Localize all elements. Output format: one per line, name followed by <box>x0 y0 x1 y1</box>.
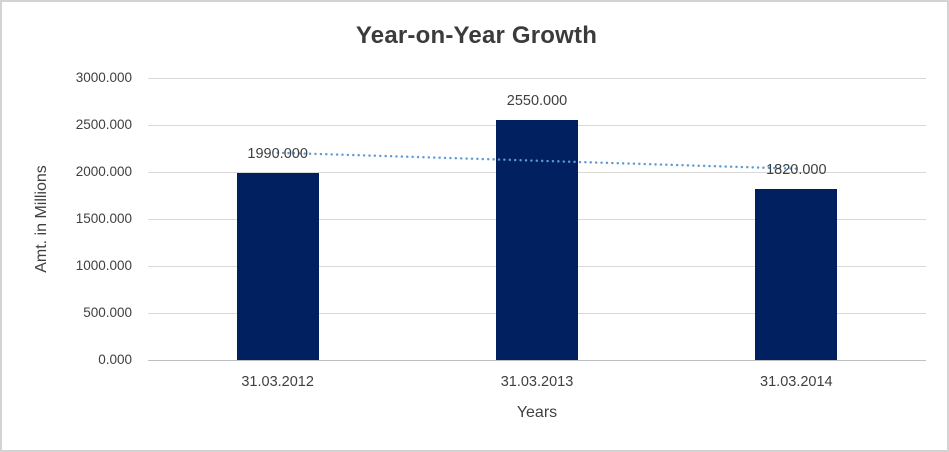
x-axis-line <box>148 359 926 361</box>
y-tick-label: 2500.000 <box>75 117 132 132</box>
bar <box>236 172 319 360</box>
bar-value-label: 1820.000 <box>766 161 827 178</box>
bar-value-label: 1990.000 <box>247 145 308 162</box>
y-tick-label: 3000.000 <box>75 70 132 85</box>
gridline <box>148 77 926 79</box>
chart-title: Year-on-Year Growth <box>355 22 598 49</box>
y-tick-label: 500.000 <box>83 305 132 320</box>
bar <box>496 120 578 360</box>
x-axis-title: Years <box>516 404 558 421</box>
y-tick-label: 1000.000 <box>75 258 132 273</box>
y-tick-label: 2000.000 <box>75 164 132 179</box>
bar <box>755 188 838 360</box>
bar-value-label: 2550.000 <box>506 93 568 110</box>
x-tick-label: 31.03.2013 <box>500 374 574 390</box>
x-tick-label: 31.03.2012 <box>241 374 314 390</box>
y-tick-label: 1500.000 <box>75 211 132 226</box>
x-tick-label: 31.03.2014 <box>760 374 833 390</box>
y-tick-label: 0.000 <box>98 352 132 367</box>
